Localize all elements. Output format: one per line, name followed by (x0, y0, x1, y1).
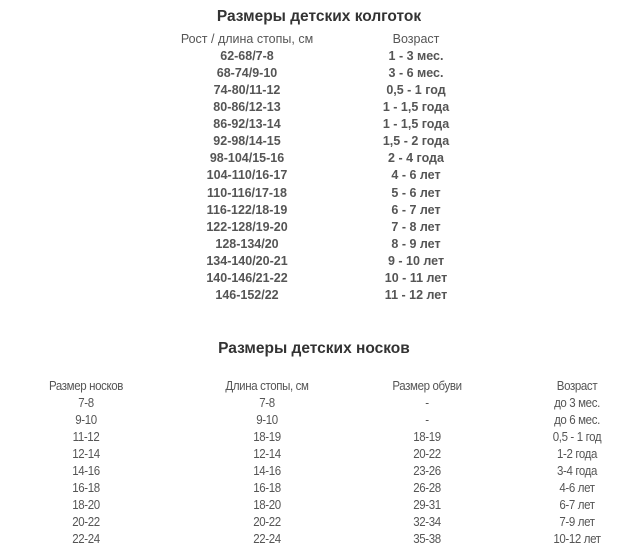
table-cell: 18-20 (72, 498, 100, 512)
table-cell: 1-2 года (556, 447, 598, 461)
table-cell: 20-22 (72, 515, 100, 529)
table-cell: - (425, 413, 429, 427)
table-cell: 7-8 (78, 396, 94, 410)
table-cell: 140-146/21-22 (206, 270, 288, 285)
table-cell: 110-116/17-18 (207, 185, 287, 200)
table-cell: 62-68/7-8 (220, 49, 274, 63)
table-cell: 22-24 (72, 532, 100, 546)
column-header: Возраст (392, 32, 440, 46)
table-cell: 0,5 - 1 год (552, 430, 602, 444)
table-cell: 6-7 лет (559, 498, 595, 512)
table-cell: 104-110/16-17 (206, 168, 288, 183)
table-cell: 122-128/19-20 (206, 219, 288, 234)
table-cell: 18-19 (253, 430, 281, 444)
table-cell: 146-152/22 (215, 287, 279, 302)
column-header: Размер носков (48, 379, 124, 393)
table-cell: 11-12 (72, 430, 100, 444)
table-cell: 16-18 (72, 481, 100, 495)
table-cell: 9-10 (256, 413, 278, 427)
table-cell: 16-18 (253, 481, 281, 495)
table-cell: 26-28 (413, 481, 441, 495)
table-cell: 2 - 4 года (388, 151, 444, 166)
column-header: Рост / длина стопы, см (180, 32, 314, 46)
table-cell: 22-24 (253, 532, 281, 546)
table-cell: 0,5 - 1 год (386, 83, 446, 98)
table-cell: 1 - 1,5 года (382, 100, 450, 115)
table-cell: 12-14 (72, 447, 100, 461)
table-cell: 18-20 (253, 498, 281, 512)
column-header: Размер обуви (392, 379, 462, 393)
table-cell: до 3 мес. (554, 396, 600, 410)
table-cell: до 6 мес. (554, 413, 600, 427)
table-cell: 9 - 10 лет (387, 253, 445, 268)
table-cell: 86-92/13-14 (213, 117, 281, 132)
table-cell: 4 - 6 лет (391, 168, 441, 183)
table-cell: 4-6 лет (559, 481, 595, 495)
table-cell: 35-38 (413, 532, 441, 546)
table-cell: 7-9 лет (559, 515, 595, 529)
table-cell: 32-34 (413, 515, 441, 529)
socks-title: Размеры детских носков (218, 340, 410, 357)
table-cell: 3 - 6 мес. (388, 66, 444, 81)
table-cell: 98-104/15-16 (209, 151, 285, 166)
tights-title: Размеры детских колготок (216, 8, 422, 25)
table-cell: 14-16 (253, 464, 281, 478)
table-cell: 1 - 1,5 года (382, 117, 450, 132)
table-cell: 134-140/20-21 (206, 253, 288, 268)
table-cell: 74-80/11-12 (213, 83, 281, 98)
table-cell: 29-31 (413, 498, 441, 512)
table-cell: 12-14 (253, 447, 281, 461)
table-cell: 20-22 (253, 515, 281, 529)
table-cell: 18-19 (413, 430, 441, 444)
table-cell: 116-122/18-19 (206, 202, 288, 217)
table-cell: 5 - 6 лет (391, 185, 441, 200)
table-cell: 10 - 11 лет (384, 270, 448, 285)
table-cell: 68-74/9-10 (216, 66, 278, 81)
table-cell: 8 - 9 лет (391, 236, 441, 251)
table-cell: 128-134/20 (215, 236, 279, 251)
table-cell: 6 - 7 лет (391, 202, 441, 217)
table-cell: 10-12 лет (553, 532, 601, 546)
table-cell: 1,5 - 2 года (382, 134, 450, 149)
table-cell: 92-98/14-15 (213, 134, 281, 149)
column-header: Возраст (556, 379, 598, 393)
table-cell: 1 - 3 мес. (388, 49, 444, 63)
table-cell: - (425, 396, 429, 410)
table-cell: 11 - 12 лет (384, 287, 448, 302)
table-cell: 7-8 (259, 396, 275, 410)
table-cell: 20-22 (413, 447, 441, 461)
column-header: Длина стопы, см (225, 379, 309, 393)
table-cell: 23-26 (413, 464, 441, 478)
table-cell: 3-4 года (556, 464, 598, 478)
table-cell: 14-16 (72, 464, 100, 478)
table-cell: 80-86/12-13 (213, 100, 281, 115)
table-cell: 7 - 8 лет (391, 219, 441, 234)
table-cell: 9-10 (75, 413, 97, 427)
